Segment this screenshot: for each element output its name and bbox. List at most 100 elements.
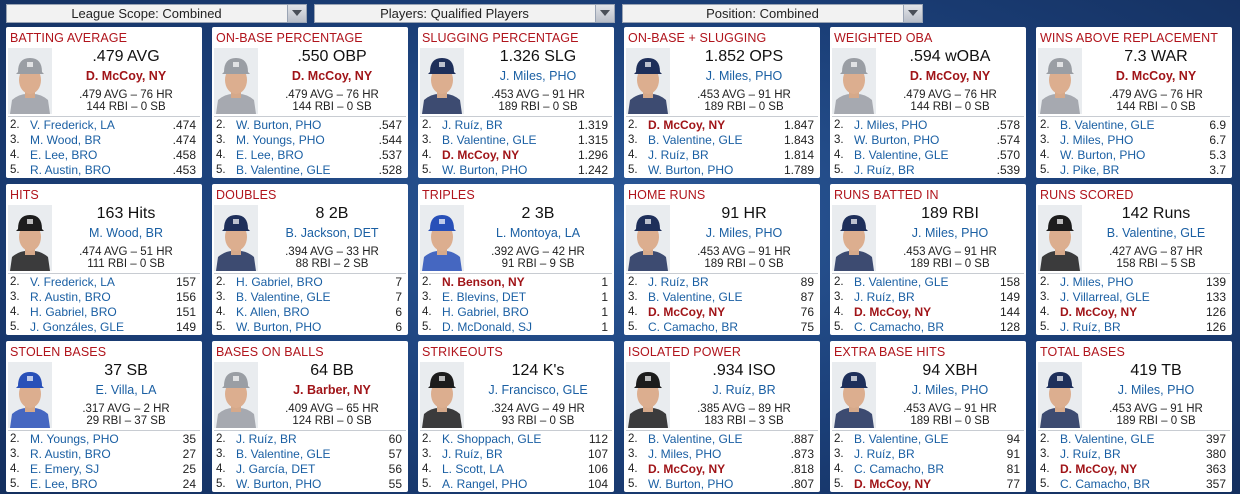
player-name-link[interactable]: J. Pike, BR xyxy=(1060,163,1120,177)
leader-name-link[interactable]: J. Miles, PHO xyxy=(499,69,577,83)
player-name-link[interactable]: B. Valentine, GLE xyxy=(648,133,743,147)
player-name-link[interactable]: H. Gabriel, BRO xyxy=(236,275,323,289)
player-name-link[interactable]: D. McCoy, NY xyxy=(648,118,726,132)
player-name-link[interactable]: B. Valentine, GLE xyxy=(1060,432,1155,446)
player-name-link[interactable]: C. Camacho, BR xyxy=(854,320,945,334)
player-name-link[interactable]: J. Ruíz, BR xyxy=(442,118,503,132)
player-name-link[interactable]: D. McCoy, NY xyxy=(648,462,726,476)
player-name-link[interactable]: N. Benson, NY xyxy=(442,275,525,289)
leader-name-link[interactable]: D. McCoy, NY xyxy=(1115,69,1197,83)
player-name-link[interactable]: W. Burton, PHO xyxy=(648,163,734,177)
player-name-link[interactable]: J. Ruíz, BR xyxy=(854,163,915,177)
player-photo[interactable] xyxy=(626,48,670,114)
leader-name-link[interactable]: J. Miles, PHO xyxy=(911,383,989,397)
leader-card[interactable]: RUNS BATTED IN 189 RBI J. Miles, PHO .453 A… xyxy=(830,184,1026,335)
leader-name-link[interactable]: B. Jackson, DET xyxy=(285,226,379,240)
player-photo[interactable] xyxy=(1038,362,1082,428)
leader-card[interactable]: ISOLATED POWER .934 ISO J. Ruíz, BR .385 AV… xyxy=(624,341,820,492)
leader-name-link[interactable]: E. Villa, LA xyxy=(95,383,157,397)
leader-name-link[interactable]: D. McCoy, NY xyxy=(909,69,991,83)
leader-name-link[interactable]: L. Montoya, LA xyxy=(495,226,581,240)
player-name-link[interactable]: J. Ruíz, BR xyxy=(442,447,503,461)
player-name-link[interactable]: J. Ruíz, BR xyxy=(854,447,915,461)
player-name-link[interactable]: J. Ruíz, BR xyxy=(236,432,297,446)
player-name-link[interactable]: D. McCoy, NY xyxy=(854,477,932,491)
leader-card[interactable]: TRIPLES 2 3B L. Montoya, LA .392 AVG – 42 H… xyxy=(418,184,614,335)
player-name-link[interactable]: L. Scott, LA xyxy=(442,462,505,476)
leader-card[interactable]: BASES ON BALLS 64 BB J. Barber, NY .409 AVG… xyxy=(212,341,408,492)
player-name-link[interactable]: W. Burton, PHO xyxy=(854,133,940,147)
leader-name-link[interactable]: J. Barber, NY xyxy=(293,383,371,397)
player-name-link[interactable]: J. Gonzáles, GLE xyxy=(30,320,125,334)
player-name-link[interactable]: J. García, DET xyxy=(236,462,316,476)
leader-card[interactable]: ON-BASE PERCENTAGE .550 OBP D. McCoy, NY .4… xyxy=(212,27,408,178)
player-name-link[interactable]: W. Burton, PHO xyxy=(236,477,322,491)
player-photo[interactable] xyxy=(214,48,258,114)
player-name-link[interactable]: C. Camacho, BR xyxy=(648,320,739,334)
player-name-link[interactable]: J. Ruíz, BR xyxy=(1060,447,1121,461)
player-photo[interactable] xyxy=(8,205,52,271)
player-name-link[interactable]: V. Frederick, LA xyxy=(30,118,115,132)
player-name-link[interactable]: W. Burton, PHO xyxy=(1060,148,1146,162)
leader-card[interactable]: STRIKEOUTS 124 K's J. Francisco, GLE .324 A… xyxy=(418,341,614,492)
player-photo[interactable] xyxy=(832,205,876,271)
player-name-link[interactable]: W. Burton, PHO xyxy=(236,118,322,132)
player-name-link[interactable]: D. McCoy, NY xyxy=(1060,462,1138,476)
leader-card[interactable]: WEIGHTED OBA .594 wOBA D. McCoy, NY .479 AV… xyxy=(830,27,1026,178)
player-name-link[interactable]: W. Burton, PHO xyxy=(442,163,528,177)
player-name-link[interactable]: J. Ruíz, BR xyxy=(648,275,709,289)
leader-card[interactable]: BATTING AVERAGE .479 AVG D. McCoy, NY .479 … xyxy=(6,27,202,178)
player-photo[interactable] xyxy=(420,205,464,271)
leader-card[interactable]: SLUGGING PERCENTAGE 1.326 SLG J. Miles, PH… xyxy=(418,27,614,178)
player-name-link[interactable]: E. Lee, BRO xyxy=(30,477,98,491)
player-name-link[interactable]: B. Valentine, GLE xyxy=(854,148,949,162)
player-name-link[interactable]: B. Valentine, GLE xyxy=(236,447,331,461)
player-name-link[interactable]: R. Austin, BRO xyxy=(30,290,111,304)
leader-card[interactable]: RUNS SCORED 142 Runs B. Valentine, GLE .427… xyxy=(1036,184,1232,335)
leader-name-link[interactable]: D. McCoy, NY xyxy=(291,69,373,83)
player-name-link[interactable]: B. Valentine, GLE xyxy=(854,432,949,446)
players-dropdown[interactable]: Players: Qualified Players xyxy=(314,4,615,23)
leader-card[interactable]: ON-BASE + SLUGGING 1.852 OPS J. Miles, PHO… xyxy=(624,27,820,178)
player-name-link[interactable]: R. Austin, BRO xyxy=(30,163,111,177)
player-name-link[interactable]: B. Valentine, GLE xyxy=(236,290,331,304)
position-dropdown[interactable]: Position: Combined xyxy=(622,4,923,23)
leader-name-link[interactable]: J. Ruíz, BR xyxy=(712,383,776,397)
player-photo[interactable] xyxy=(832,48,876,114)
player-name-link[interactable]: M. Wood, BR xyxy=(30,133,102,147)
player-name-link[interactable]: B. Valentine, GLE xyxy=(442,133,537,147)
leader-name-link[interactable]: J. Francisco, GLE xyxy=(488,383,588,397)
leader-card[interactable]: EXTRA BASE HITS 94 XBH J. Miles, PHO .453 A… xyxy=(830,341,1026,492)
player-name-link[interactable]: E. Lee, BRO xyxy=(236,148,304,162)
player-name-link[interactable]: C. Camacho, BR xyxy=(1060,477,1151,491)
leader-card[interactable]: WINS ABOVE REPLACEMENT 7.3 WAR D. McCoy, N… xyxy=(1036,27,1232,178)
player-name-link[interactable]: W. Burton, PHO xyxy=(236,320,322,334)
leader-card[interactable]: DOUBLES 8 2B B. Jackson, DET .394 AVG – 33 … xyxy=(212,184,408,335)
player-name-link[interactable]: E. Blevins, DET xyxy=(442,290,527,304)
leader-card[interactable]: STOLEN BASES 37 SB E. Villa, LA .317 AVG – … xyxy=(6,341,202,492)
player-name-link[interactable]: B. Valentine, GLE xyxy=(648,432,743,446)
player-name-link[interactable]: B. Valentine, GLE xyxy=(236,163,331,177)
player-name-link[interactable]: J. Ruíz, BR xyxy=(1060,320,1121,334)
leader-card[interactable]: TOTAL BASES 419 TB J. Miles, PHO .453 AVG –… xyxy=(1036,341,1232,492)
leader-card[interactable]: HOME RUNS 91 HR J. Miles, PHO .453 AVG – 91… xyxy=(624,184,820,335)
player-photo[interactable] xyxy=(626,362,670,428)
player-name-link[interactable]: D. McCoy, NY xyxy=(854,305,932,319)
player-name-link[interactable]: H. Gabriel, BRO xyxy=(30,305,117,319)
player-photo[interactable] xyxy=(214,362,258,428)
player-name-link[interactable]: J. Ruíz, BR xyxy=(854,290,915,304)
leader-card[interactable]: HITS 163 Hits M. Wood, BR .474 AVG – 51 HR 1… xyxy=(6,184,202,335)
player-name-link[interactable]: B. Valentine, GLE xyxy=(854,275,949,289)
chevron-down-icon[interactable] xyxy=(595,5,614,22)
player-name-link[interactable]: E. Lee, BRO xyxy=(30,148,98,162)
player-name-link[interactable]: A. Rangel, PHO xyxy=(442,477,528,491)
player-name-link[interactable]: J. Miles, PHO xyxy=(1060,275,1134,289)
player-name-link[interactable]: B. Valentine, GLE xyxy=(648,290,743,304)
player-name-link[interactable]: K. Allen, BRO xyxy=(236,305,310,319)
player-name-link[interactable]: J. Miles, PHO xyxy=(1060,133,1134,147)
player-photo[interactable] xyxy=(832,362,876,428)
player-name-link[interactable]: V. Frederick, LA xyxy=(30,275,115,289)
player-name-link[interactable]: R. Austin, BRO xyxy=(30,447,111,461)
leader-name-link[interactable]: J. Miles, PHO xyxy=(1117,383,1195,397)
player-name-link[interactable]: D. McCoy, NY xyxy=(442,148,520,162)
